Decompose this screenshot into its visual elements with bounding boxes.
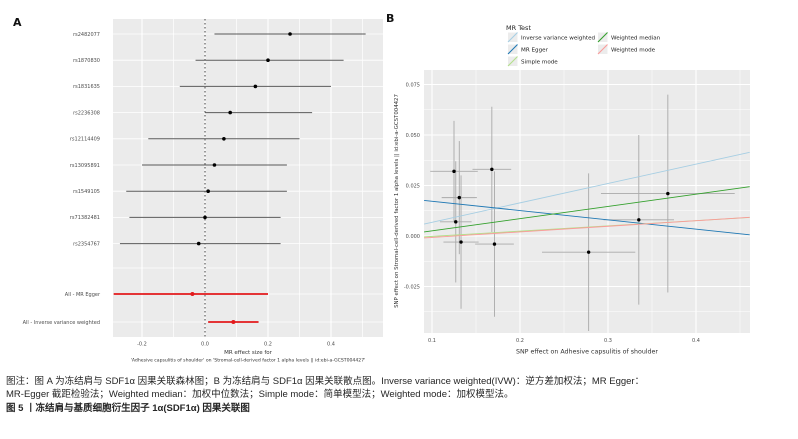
scatter-y-tick: 0.075 bbox=[406, 82, 420, 88]
legend-entry-label: Inverse variance weighted bbox=[521, 35, 596, 41]
legend-key-line bbox=[507, 56, 518, 67]
scatter-y-tick: -0.025 bbox=[404, 284, 420, 290]
legend-entry: Weighted median bbox=[597, 32, 661, 43]
trend-line-weighted-mode bbox=[424, 216, 750, 239]
scatter-y-tick: 0.025 bbox=[406, 183, 420, 189]
scatter-panel-bg bbox=[424, 70, 750, 333]
forest-point bbox=[203, 215, 207, 220]
trend-line-mr-egger bbox=[424, 199, 750, 236]
legend-entry: MR Egger bbox=[507, 44, 549, 55]
data-point bbox=[452, 169, 456, 174]
scatter-x-tick: 0.2 bbox=[516, 338, 524, 344]
scatter-axes: 0.075 0.050 0.025 0.000 -0.025 0.1 0.2 0.3 0.4 SN… bbox=[394, 82, 700, 355]
scatter-y-tick: 0.000 bbox=[406, 234, 420, 240]
legend-key-line bbox=[597, 32, 608, 43]
legend-key-line bbox=[507, 44, 518, 55]
forest-row-label: All - MR Egger bbox=[65, 292, 101, 298]
data-point bbox=[457, 195, 461, 200]
forest-x-tick: 0.2 bbox=[264, 342, 272, 348]
scatter-y-axis-title: SNP effect on Stromal-cell-derived facto… bbox=[394, 94, 400, 308]
legend-entry-label: Weighted mode bbox=[611, 47, 656, 53]
data-point bbox=[490, 167, 494, 172]
scatter-x-tick: 0.3 bbox=[604, 338, 612, 344]
data-point bbox=[459, 240, 463, 244]
legend-title: MR Test bbox=[506, 24, 531, 32]
forest-row-label: rs12114409 bbox=[70, 137, 100, 143]
panel-b-label: B bbox=[386, 12, 395, 25]
forest-axis-title-line2: 'Adhesive capsulitis of shoulder' on 'St… bbox=[131, 358, 366, 364]
scatter-points bbox=[452, 167, 670, 254]
forest-axis-title-line1: MR effect size for bbox=[224, 350, 273, 356]
legend-key-line bbox=[597, 44, 608, 55]
legend-entry: Weighted mode bbox=[597, 44, 656, 55]
forest-row-label: All - Inverse variance weighted bbox=[23, 320, 100, 326]
forest-point bbox=[231, 320, 236, 324]
forest-point bbox=[206, 189, 210, 193]
data-point bbox=[637, 218, 641, 222]
data-point bbox=[454, 220, 458, 224]
forest-row-label: rs1831635 bbox=[73, 84, 100, 90]
forest-row-label: rs1549105 bbox=[73, 189, 100, 195]
forest-point bbox=[212, 163, 217, 167]
data-point bbox=[492, 242, 497, 246]
forest-row-label: rs2482077 bbox=[73, 32, 100, 38]
forest-point bbox=[288, 32, 292, 36]
caption-line-1: 图注：图 A 为冻结肩与 SDF1α 因果关联森林图；B 为冻结肩与 SDF1α… bbox=[6, 376, 645, 387]
legend-entry: Inverse variance weighted bbox=[507, 32, 596, 43]
trend-line-inverse-variance-weighted bbox=[423, 151, 750, 225]
forest-panel-bg bbox=[113, 19, 383, 337]
forest-point bbox=[196, 241, 201, 246]
forest-row-label: rs71382481 bbox=[70, 215, 100, 221]
caption-title: 图 5 丨冻结肩与基质细胞衍生因子 1α(SDF1α) 因果关联图 bbox=[6, 403, 250, 414]
scatter-x-tick: 0.4 bbox=[692, 338, 700, 344]
legend-entry-label: Weighted median bbox=[611, 35, 661, 41]
forest-point bbox=[266, 58, 270, 62]
forest-rows: rs2482077 rs1870830 rs1831635 rs2236308 rs12… bbox=[23, 32, 366, 326]
forest-point bbox=[228, 110, 232, 115]
forest-x-axis: -0.2 0.0 0.2 0.4 MR effect size for 'Adhesive… bbox=[131, 342, 366, 364]
data-point bbox=[666, 191, 670, 196]
forest-x-tick: -0.2 bbox=[137, 342, 147, 348]
legend: MR Test Inverse variance weighted MR Egger… bbox=[506, 24, 661, 67]
forest-row-label: rs2354767 bbox=[73, 241, 100, 247]
forest-row-label: rs2236308 bbox=[73, 110, 100, 116]
forest-x-tick: 0.0 bbox=[201, 342, 209, 348]
trend-line-weighted-median bbox=[424, 186, 750, 233]
forest-point bbox=[190, 292, 195, 296]
forest-point bbox=[222, 137, 226, 141]
legend-entry-label: MR Egger bbox=[521, 47, 549, 53]
forest-x-tick: 0.4 bbox=[327, 342, 335, 348]
scatter-x-axis-title: SNP effect on Adhesive capsulitis of sho… bbox=[516, 349, 658, 356]
forest-row-label: rs1870830 bbox=[73, 58, 100, 64]
forest-point bbox=[253, 84, 258, 89]
forest-row-label: rs13095891 bbox=[70, 163, 100, 169]
legend-entry: Simple mode bbox=[507, 56, 558, 67]
data-point bbox=[586, 250, 591, 254]
figure-caption: 图注：图 A 为冻结肩与 SDF1α 因果关联森林图；B 为冻结肩与 SDF1α… bbox=[6, 375, 794, 415]
caption-line-2: MR-Egger 截距检验法；Weighted median：加权中位数法；Si… bbox=[6, 389, 514, 400]
forest-plot: rs2482077 rs1870830 rs1831635 rs2236308 rs12… bbox=[23, 19, 383, 364]
scatter-x-tick: 0.1 bbox=[428, 338, 436, 344]
panel-a-label: A bbox=[13, 16, 22, 29]
legend-key-line bbox=[507, 32, 518, 43]
scatter-trend-lines bbox=[423, 151, 750, 239]
legend-entry-label: Simple mode bbox=[521, 59, 558, 65]
scatter-y-tick: 0.050 bbox=[406, 133, 420, 139]
scatter-plot: 0.075 0.050 0.025 0.000 -0.025 0.1 0.2 0.3 0.4 SN… bbox=[394, 24, 750, 356]
